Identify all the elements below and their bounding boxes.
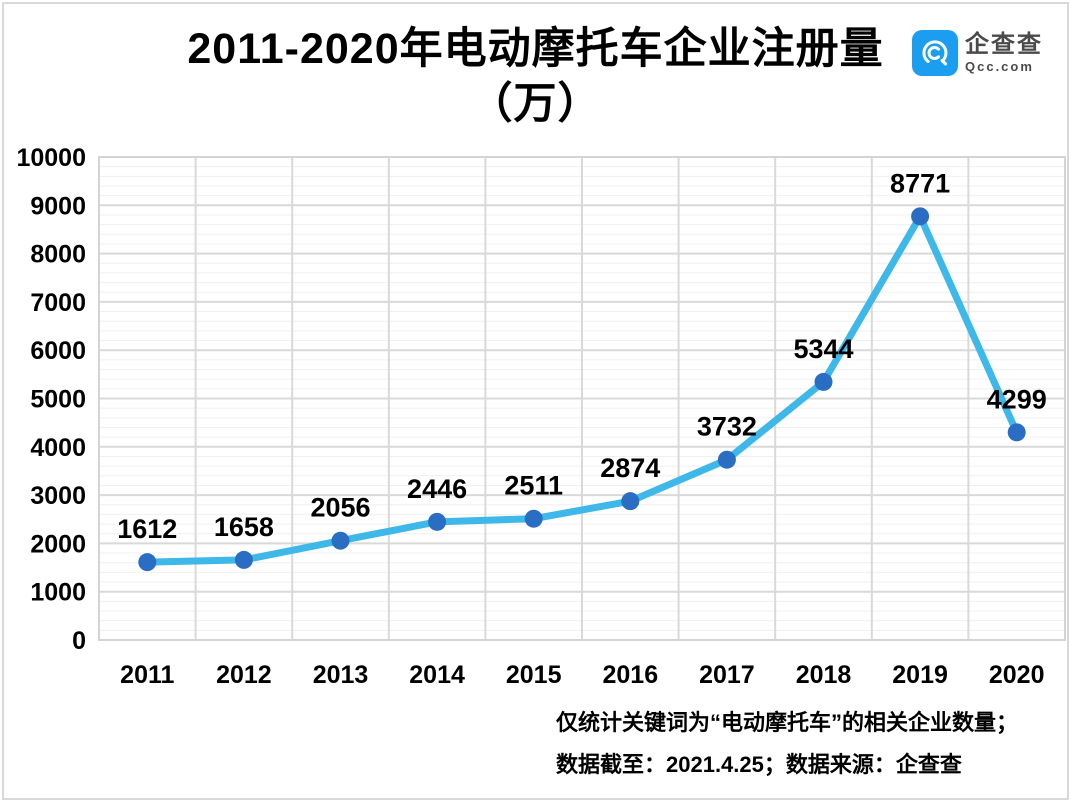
data-label: 2874 [600,453,660,483]
magnifier-icon [922,40,948,66]
x-axis-tick-label: 2018 [796,661,852,689]
x-axis-tick-label: 2019 [892,661,948,689]
x-axis-tick-label: 2017 [699,661,755,689]
x-axis-tick-label: 2015 [506,661,562,689]
y-axis-tick-label: 9000 [30,192,86,220]
chart-title-line2: （万） [469,80,602,128]
line-chart: 0 1000 2000 3000 4000 5000 6000 7000 8000 9000 100… [16,144,1066,689]
data-label: 2511 [504,471,563,501]
chart-marker [428,512,447,531]
y-axis-tick-label: 1000 [30,579,86,607]
qcc-logo-icon [912,30,958,76]
chart-marker [138,553,157,572]
data-label: 3732 [697,412,757,442]
chart-marker [814,372,833,391]
chart-marker [331,531,350,550]
chart-marker [911,207,930,226]
y-axis-tick-label: 10000 [16,144,86,172]
y-axis-tick-label: 6000 [30,337,86,365]
chart-marker [234,550,253,569]
y-axis-tick-label: 2000 [30,530,86,558]
qcc-logo: 企查查 Qcc.com [912,30,1043,76]
y-axis-tick-label: 7000 [30,289,86,317]
data-label: 1658 [214,512,274,542]
chart-title: 2011-2020年电动摩托车企业注册量 （万） [0,22,1071,132]
y-axis-tick-label: 0 [72,627,86,655]
x-axis-tick-label: 2014 [409,661,465,689]
data-label: 2056 [310,493,370,523]
qcc-logo-name-en: Qcc.com [965,59,1034,75]
chart-marker [1007,423,1026,442]
x-axis-tick-label: 2016 [602,661,658,689]
y-axis-tick-label: 3000 [30,482,86,510]
chart-footnotes: 仅统计关键词为“电动摩托车”的相关企业数量； 数据截至：2021.4.25；数据… [556,702,1018,786]
data-label: 4299 [987,384,1047,414]
data-label: 5344 [793,334,853,364]
y-axis-tick-label: 8000 [30,241,86,269]
chart-marker [717,450,736,469]
chart-marker [621,492,640,511]
footnote-line2: 数据截至：2021.4.25；数据来源：企查查 [556,752,962,777]
y-axis-tick-label: 4000 [30,434,86,462]
plot-border [98,156,1066,641]
x-axis-tick-label: 2011 [120,661,174,689]
data-label: 8771 [890,168,950,198]
chart-title-line1: 2011-2020年电动摩托车企业注册量 [187,25,884,73]
chart-line [143,212,1021,566]
footnote-line1: 仅统计关键词为“电动摩托车”的相关企业数量； [556,710,1019,735]
qcc-logo-text: 企查查 Qcc.com [965,32,1043,74]
y-axis-tick-label: 5000 [30,386,86,414]
x-axis-tick-label: 2013 [313,661,369,689]
data-label: 1612 [117,514,177,544]
data-label: 2446 [407,474,467,504]
x-axis-tick-label: 2020 [989,661,1045,689]
chart-marker [524,509,543,528]
qcc-logo-name-cn: 企查查 [965,31,1043,59]
x-axis-tick-label: 2012 [216,661,272,689]
